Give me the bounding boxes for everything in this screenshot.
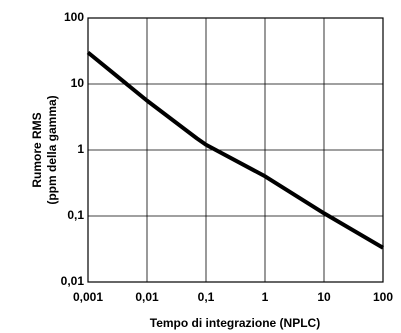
y-tick-label: 100 — [64, 10, 84, 24]
y-axis-label: (ppm della gamma) — [45, 95, 59, 204]
x-tick-label: 100 — [373, 290, 393, 304]
x-axis-label: Tempo di integrazione (NPLC) — [150, 316, 320, 330]
x-tick-label: 1 — [262, 290, 269, 304]
x-tick-label: 0,001 — [73, 290, 103, 304]
x-tick-label: 0,1 — [198, 290, 215, 304]
data-line — [86, 50, 385, 250]
y-axis-label: Rumore RMS — [30, 112, 44, 187]
y-tick-label: 1 — [77, 142, 84, 156]
y-tick-label: 10 — [71, 76, 85, 90]
y-tick-label: 0,1 — [67, 208, 84, 222]
x-tick-label: 0,01 — [135, 290, 159, 304]
x-tick-label: 10 — [317, 290, 331, 304]
y-tick-label: 0,01 — [61, 274, 85, 288]
